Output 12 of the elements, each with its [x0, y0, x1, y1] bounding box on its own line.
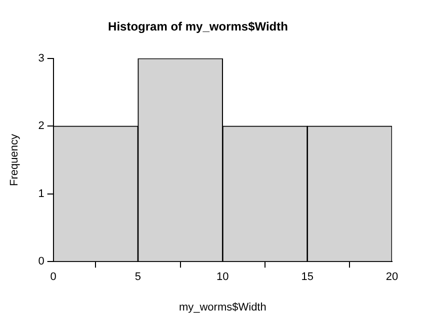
- x-axis-title: my_worms$Width: [178, 301, 266, 314]
- x-tick-label: 10: [216, 271, 229, 284]
- x-tick-label: 0: [50, 271, 56, 284]
- y-tick-label: 3: [38, 52, 44, 64]
- chart-title: Histogram of my_worms$Width: [108, 20, 288, 34]
- y-tick-label: 2: [38, 120, 44, 132]
- x-tick-label: 20: [386, 271, 398, 284]
- x-tick-label: 15: [301, 271, 314, 284]
- y-tick-label: 1: [38, 188, 44, 200]
- y-axis-title: Frequency: [8, 134, 21, 186]
- y-tick-label: 0: [38, 256, 44, 268]
- x-tick-label: 5: [134, 271, 142, 284]
